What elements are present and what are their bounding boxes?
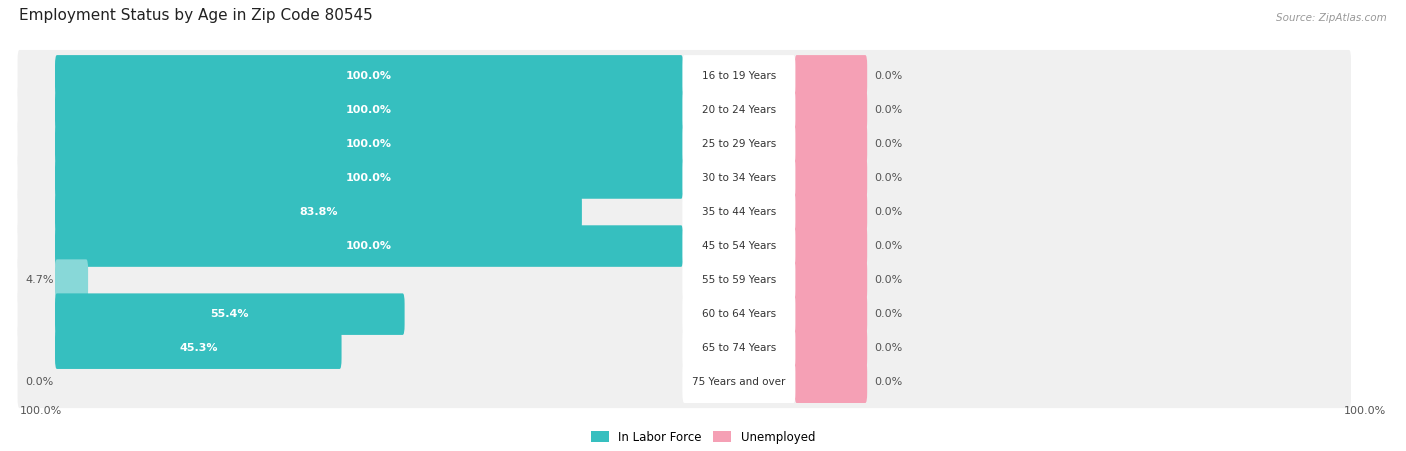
Legend: In Labor Force, Unemployed: In Labor Force, Unemployed [586,426,820,448]
FancyBboxPatch shape [17,152,1351,204]
FancyBboxPatch shape [17,356,1351,408]
Text: 100.0%: 100.0% [346,173,392,183]
FancyBboxPatch shape [17,220,1351,272]
Text: Employment Status by Age in Zip Code 80545: Employment Status by Age in Zip Code 805… [20,8,373,23]
FancyBboxPatch shape [17,50,1351,102]
Text: 75 Years and over: 75 Years and over [692,377,786,387]
FancyBboxPatch shape [55,89,683,131]
FancyBboxPatch shape [55,55,683,97]
FancyBboxPatch shape [794,191,868,233]
Text: 0.0%: 0.0% [875,105,903,115]
FancyBboxPatch shape [682,327,796,369]
FancyBboxPatch shape [55,327,342,369]
FancyBboxPatch shape [794,226,868,267]
FancyBboxPatch shape [682,361,796,403]
Text: 4.7%: 4.7% [25,275,53,285]
Text: 100.0%: 100.0% [346,139,392,149]
Text: 16 to 19 Years: 16 to 19 Years [702,71,776,81]
Text: 0.0%: 0.0% [875,139,903,149]
FancyBboxPatch shape [682,123,796,165]
Text: 55 to 59 Years: 55 to 59 Years [702,275,776,285]
FancyBboxPatch shape [17,322,1351,374]
FancyBboxPatch shape [794,294,868,335]
FancyBboxPatch shape [17,288,1351,340]
FancyBboxPatch shape [794,361,868,403]
Text: 45.3%: 45.3% [179,343,218,353]
FancyBboxPatch shape [794,327,868,369]
Text: 0.0%: 0.0% [875,377,903,387]
Text: 35 to 44 Years: 35 to 44 Years [702,207,776,217]
Text: 65 to 74 Years: 65 to 74 Years [702,343,776,353]
FancyBboxPatch shape [17,186,1351,238]
Text: 60 to 64 Years: 60 to 64 Years [702,309,776,319]
FancyBboxPatch shape [682,157,796,199]
FancyBboxPatch shape [55,294,405,335]
Text: 0.0%: 0.0% [875,207,903,217]
FancyBboxPatch shape [55,259,89,301]
Text: Source: ZipAtlas.com: Source: ZipAtlas.com [1275,13,1386,23]
Text: 100.0%: 100.0% [1344,406,1386,416]
Text: 0.0%: 0.0% [875,71,903,81]
Text: 0.0%: 0.0% [875,309,903,319]
Text: 0.0%: 0.0% [875,241,903,251]
Text: 100.0%: 100.0% [20,406,62,416]
Text: 0.0%: 0.0% [875,343,903,353]
Text: 83.8%: 83.8% [299,207,337,217]
FancyBboxPatch shape [55,191,582,233]
Text: 30 to 34 Years: 30 to 34 Years [702,173,776,183]
Text: 25 to 29 Years: 25 to 29 Years [702,139,776,149]
Text: 100.0%: 100.0% [346,71,392,81]
FancyBboxPatch shape [682,89,796,131]
FancyBboxPatch shape [794,259,868,301]
FancyBboxPatch shape [794,157,868,199]
FancyBboxPatch shape [682,191,796,233]
FancyBboxPatch shape [17,118,1351,170]
FancyBboxPatch shape [794,123,868,165]
Text: 45 to 54 Years: 45 to 54 Years [702,241,776,251]
Text: 0.0%: 0.0% [25,377,53,387]
FancyBboxPatch shape [55,157,683,199]
FancyBboxPatch shape [794,55,868,97]
Text: 20 to 24 Years: 20 to 24 Years [702,105,776,115]
Text: 55.4%: 55.4% [211,309,249,319]
FancyBboxPatch shape [682,55,796,97]
FancyBboxPatch shape [794,89,868,131]
FancyBboxPatch shape [17,84,1351,136]
FancyBboxPatch shape [682,259,796,301]
Text: 0.0%: 0.0% [875,275,903,285]
FancyBboxPatch shape [682,294,796,335]
FancyBboxPatch shape [55,226,683,267]
Text: 100.0%: 100.0% [346,241,392,251]
FancyBboxPatch shape [17,254,1351,306]
Text: 0.0%: 0.0% [875,173,903,183]
Text: 100.0%: 100.0% [346,105,392,115]
FancyBboxPatch shape [682,226,796,267]
FancyBboxPatch shape [55,123,683,165]
